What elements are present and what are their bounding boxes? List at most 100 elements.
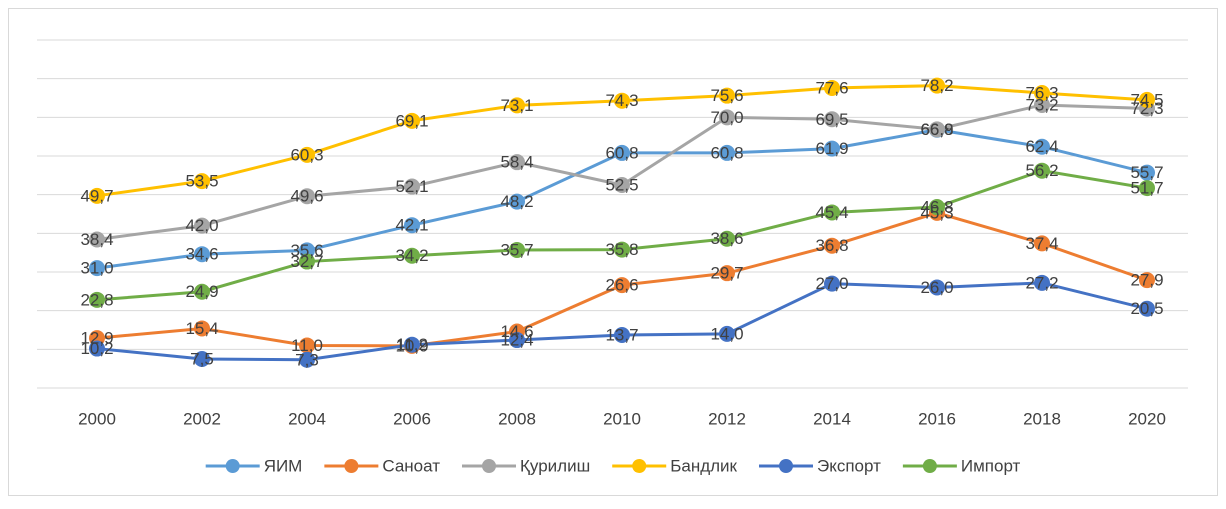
data-label: 61,9 — [815, 139, 848, 158]
legend: ЯИМ Саноат Қурилиш Бандлик Экспорт Импорт — [205, 456, 1021, 475]
data-label: 74,5 — [1130, 90, 1163, 109]
legend-marker — [922, 459, 937, 473]
point — [194, 173, 210, 190]
data-label: 27,0 — [815, 274, 848, 293]
data-label: 56,2 — [1025, 161, 1058, 180]
legend-marker — [632, 459, 647, 473]
x-tick-label: 2006 — [393, 409, 431, 428]
point — [509, 332, 525, 349]
data-label: 58,4 — [500, 153, 533, 172]
point — [929, 77, 945, 94]
legend-label: Бандлик — [670, 456, 737, 475]
point — [299, 146, 315, 163]
data-label: 73,1 — [500, 96, 533, 115]
data-label: 20,5 — [1130, 299, 1163, 318]
point — [1034, 96, 1050, 113]
x-tick-label: 2012 — [708, 409, 746, 428]
point — [299, 351, 315, 368]
data-label: 24,9 — [185, 282, 218, 301]
data-label: 34,6 — [185, 245, 218, 264]
data-label: 12,9 — [80, 329, 113, 348]
x-tick-label: 2010 — [603, 409, 641, 428]
point — [824, 79, 840, 96]
data-label: 69,5 — [815, 110, 848, 129]
data-label: 73,2 — [1025, 95, 1058, 114]
point — [1034, 162, 1050, 179]
data-label: 60,3 — [290, 145, 323, 164]
data-label: 29,7 — [710, 264, 743, 283]
data-label: 36,8 — [815, 236, 848, 255]
point — [1139, 180, 1155, 197]
data-label: 34,2 — [395, 246, 428, 265]
legend-label: Импорт — [961, 456, 1021, 475]
x-tick-label: 2004 — [288, 409, 326, 428]
data-label: 12,4 — [500, 331, 533, 350]
data-label: 72,3 — [1130, 99, 1163, 118]
data-label: 66,8 — [920, 120, 953, 139]
x-tick-label: 2008 — [498, 409, 536, 428]
data-label: 45,3 — [920, 203, 953, 222]
point — [509, 154, 525, 171]
x-tick-label: 2018 — [1023, 409, 1061, 428]
point — [1139, 164, 1155, 181]
data-label: 70,0 — [710, 108, 743, 127]
point — [1139, 272, 1155, 289]
point — [824, 111, 840, 128]
point — [929, 121, 945, 138]
point — [824, 275, 840, 292]
data-label: 15,4 — [185, 319, 218, 338]
data-label: 52,5 — [605, 175, 638, 194]
data-label: 26,0 — [920, 278, 953, 297]
data-label: 53,5 — [185, 172, 218, 191]
point — [719, 87, 735, 104]
data-label: 14,0 — [710, 324, 743, 343]
point — [299, 188, 315, 205]
data-label: 69,1 — [395, 111, 428, 130]
data-label: 60,8 — [605, 143, 638, 162]
data-label: 66,9 — [920, 120, 953, 139]
data-label: 76,3 — [1025, 83, 1058, 102]
data-label: 42,0 — [185, 216, 218, 235]
point — [614, 92, 630, 109]
point — [299, 253, 315, 270]
data-label: 13,7 — [605, 326, 638, 345]
data-label: 10,2 — [80, 339, 113, 358]
x-tick-label: 2000 — [78, 409, 116, 428]
data-label: 35,8 — [605, 240, 638, 259]
point — [614, 241, 630, 258]
data-label: 49,6 — [290, 187, 323, 206]
point — [1034, 235, 1050, 252]
point — [1034, 138, 1050, 155]
data-label: 22,8 — [80, 290, 113, 309]
data-label: 27,2 — [1025, 273, 1058, 292]
point — [194, 320, 210, 337]
data-label: 10,9 — [395, 336, 428, 355]
point — [299, 242, 315, 259]
point — [89, 187, 105, 204]
point — [404, 336, 420, 353]
data-label: 31,0 — [80, 259, 113, 278]
data-label: 74,3 — [605, 91, 638, 110]
data-label: 49,7 — [80, 186, 113, 205]
data-label: 32,7 — [290, 252, 323, 271]
data-label: 62,4 — [1025, 137, 1058, 156]
point — [719, 325, 735, 342]
point — [719, 265, 735, 282]
legend-label: Экспорт — [817, 456, 881, 475]
point — [614, 327, 630, 344]
point — [1034, 274, 1050, 291]
point — [89, 291, 105, 308]
data-label: 26,6 — [605, 276, 638, 295]
point — [509, 241, 525, 258]
point — [614, 177, 630, 193]
data-label: 60,8 — [710, 143, 743, 162]
data-label: 75,6 — [710, 86, 743, 105]
point — [719, 230, 735, 247]
data-label: 7,3 — [295, 350, 319, 369]
data-label: 78,2 — [920, 76, 953, 95]
legend-marker — [225, 459, 240, 473]
legend-label: Қурилиш — [520, 456, 590, 475]
point — [614, 144, 630, 161]
point — [824, 237, 840, 254]
